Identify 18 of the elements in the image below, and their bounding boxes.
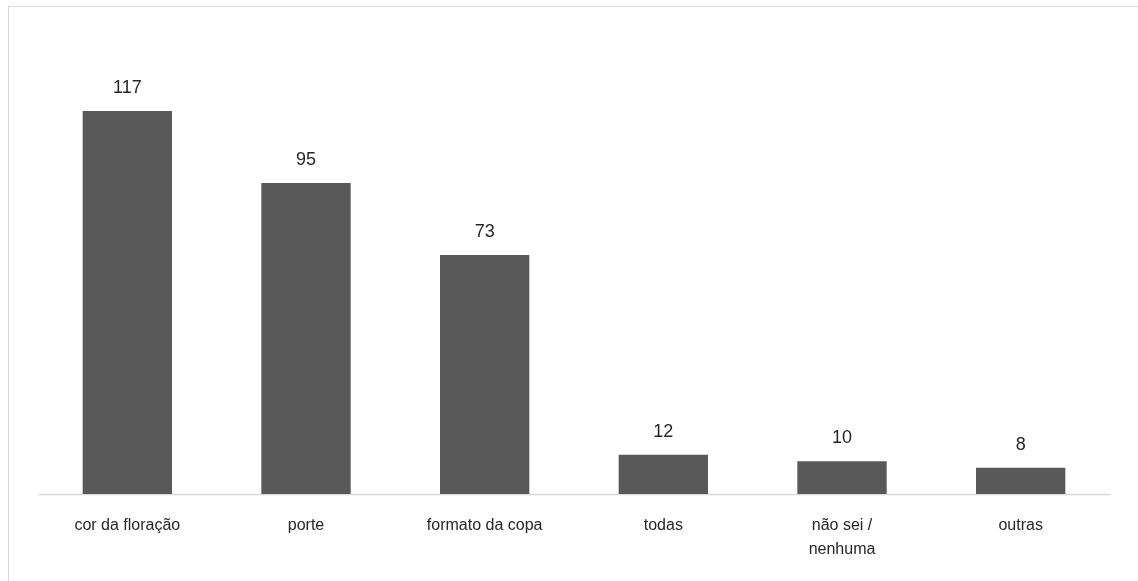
bar [261, 183, 351, 494]
x-tick-label: porte [287, 515, 325, 533]
data-label: 12 [653, 420, 674, 441]
bar [618, 454, 708, 494]
data-label: 10 [831, 427, 853, 448]
bar [797, 461, 887, 494]
bar [82, 111, 172, 494]
x-tick-label: não sei / nenhuma [808, 515, 876, 557]
x-tick-label: outras [998, 515, 1043, 533]
bar [440, 255, 530, 494]
data-label: 117 [112, 77, 142, 97]
x-tick-label: todas [643, 515, 683, 533]
data-label: 8 [1015, 433, 1026, 454]
data-label: 95 [295, 149, 317, 170]
x-tick-label: formato da copa [426, 515, 543, 533]
data-label: 73 [474, 221, 495, 242]
bar [976, 467, 1066, 494]
x-tick-label: cor da floração [74, 515, 181, 533]
